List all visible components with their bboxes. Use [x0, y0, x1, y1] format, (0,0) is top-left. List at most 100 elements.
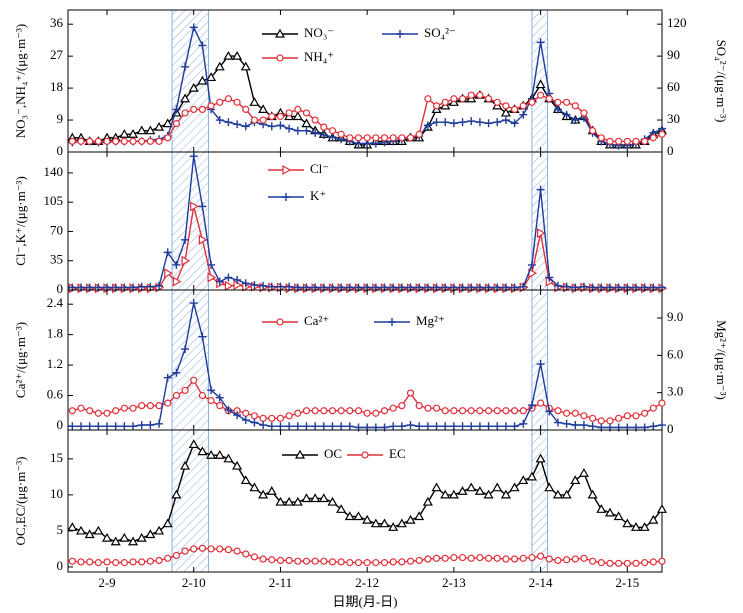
y2-tick-label: 90 — [667, 47, 680, 62]
marker — [658, 399, 666, 407]
marker — [94, 137, 102, 145]
marker — [493, 422, 502, 431]
marker — [328, 422, 337, 431]
marker — [519, 102, 527, 110]
marker — [578, 468, 589, 477]
marker — [129, 404, 137, 412]
marker — [571, 102, 579, 110]
marker — [163, 248, 172, 257]
series-line — [72, 206, 662, 290]
marker — [545, 95, 553, 103]
marker — [432, 102, 441, 110]
marker — [328, 558, 337, 566]
y-tick-label: 15 — [50, 450, 63, 465]
marker — [294, 105, 302, 114]
marker — [467, 91, 475, 99]
marker — [136, 532, 147, 542]
marker — [233, 120, 242, 129]
marker — [510, 119, 519, 128]
marker — [337, 422, 346, 431]
marker — [641, 559, 649, 567]
marker — [580, 554, 588, 562]
marker — [510, 407, 519, 415]
marker — [276, 54, 284, 62]
marker — [259, 281, 268, 290]
y-tick-label: 1.8 — [47, 326, 63, 341]
marker — [493, 98, 501, 106]
marker — [467, 554, 475, 562]
marker — [112, 559, 120, 567]
marker — [397, 422, 406, 431]
marker — [396, 518, 407, 528]
marker — [111, 422, 120, 431]
series-line — [72, 302, 663, 429]
marker — [554, 98, 562, 106]
y2-tick-label: 3.0 — [667, 384, 683, 399]
marker — [606, 559, 614, 567]
marker — [268, 112, 276, 121]
marker — [224, 273, 233, 282]
marker — [589, 127, 597, 135]
marker — [424, 95, 432, 103]
x-tick-label: 2-15 — [615, 575, 639, 590]
marker — [320, 407, 328, 415]
x-tick-label: 2-13 — [442, 575, 466, 590]
marker — [424, 404, 432, 412]
marker — [658, 130, 666, 138]
marker — [536, 228, 546, 239]
marker — [458, 95, 467, 103]
marker — [240, 61, 251, 71]
marker — [172, 276, 182, 287]
y-axis-label: Cl⁻,K⁺/(μg·m⁻³) — [13, 176, 28, 266]
marker — [302, 422, 311, 431]
marker — [536, 185, 545, 194]
y-tick-label: 105 — [44, 193, 64, 208]
series-line — [72, 156, 662, 289]
marker — [346, 407, 354, 415]
marker — [354, 407, 363, 415]
marker — [563, 98, 571, 106]
marker — [233, 275, 242, 284]
marker — [110, 536, 121, 546]
marker — [648, 514, 659, 524]
y-tick-label: 9 — [57, 111, 64, 126]
marker — [406, 134, 415, 142]
marker — [311, 557, 319, 565]
marker — [215, 393, 224, 402]
marker — [476, 91, 484, 99]
marker — [484, 554, 493, 562]
marker — [250, 116, 259, 124]
y-tick-label: 18 — [50, 79, 63, 94]
y-tick-label: 36 — [50, 15, 64, 30]
marker — [233, 411, 242, 420]
marker — [432, 554, 441, 562]
marker — [553, 418, 562, 427]
marker — [570, 475, 581, 485]
marker — [155, 137, 163, 145]
marker — [180, 460, 191, 470]
marker — [484, 95, 493, 103]
marker — [94, 422, 103, 431]
marker — [233, 547, 241, 555]
shaded-period — [172, 10, 209, 572]
marker — [596, 504, 607, 513]
marker — [259, 116, 267, 124]
marker — [137, 282, 146, 291]
marker — [536, 91, 545, 99]
marker — [181, 345, 190, 354]
marker — [457, 486, 468, 495]
x-tick-label: 2-14 — [529, 575, 553, 590]
marker — [242, 409, 250, 417]
marker — [172, 105, 181, 114]
y-tick-label: 0 — [57, 558, 64, 573]
marker — [415, 422, 424, 431]
marker — [432, 118, 441, 127]
marker — [302, 557, 311, 565]
marker — [423, 121, 432, 130]
marker — [86, 137, 94, 145]
marker — [77, 422, 86, 431]
marker — [589, 414, 597, 422]
y2-tick-label: 30 — [667, 111, 680, 126]
marker — [632, 412, 640, 420]
marker — [302, 126, 311, 135]
